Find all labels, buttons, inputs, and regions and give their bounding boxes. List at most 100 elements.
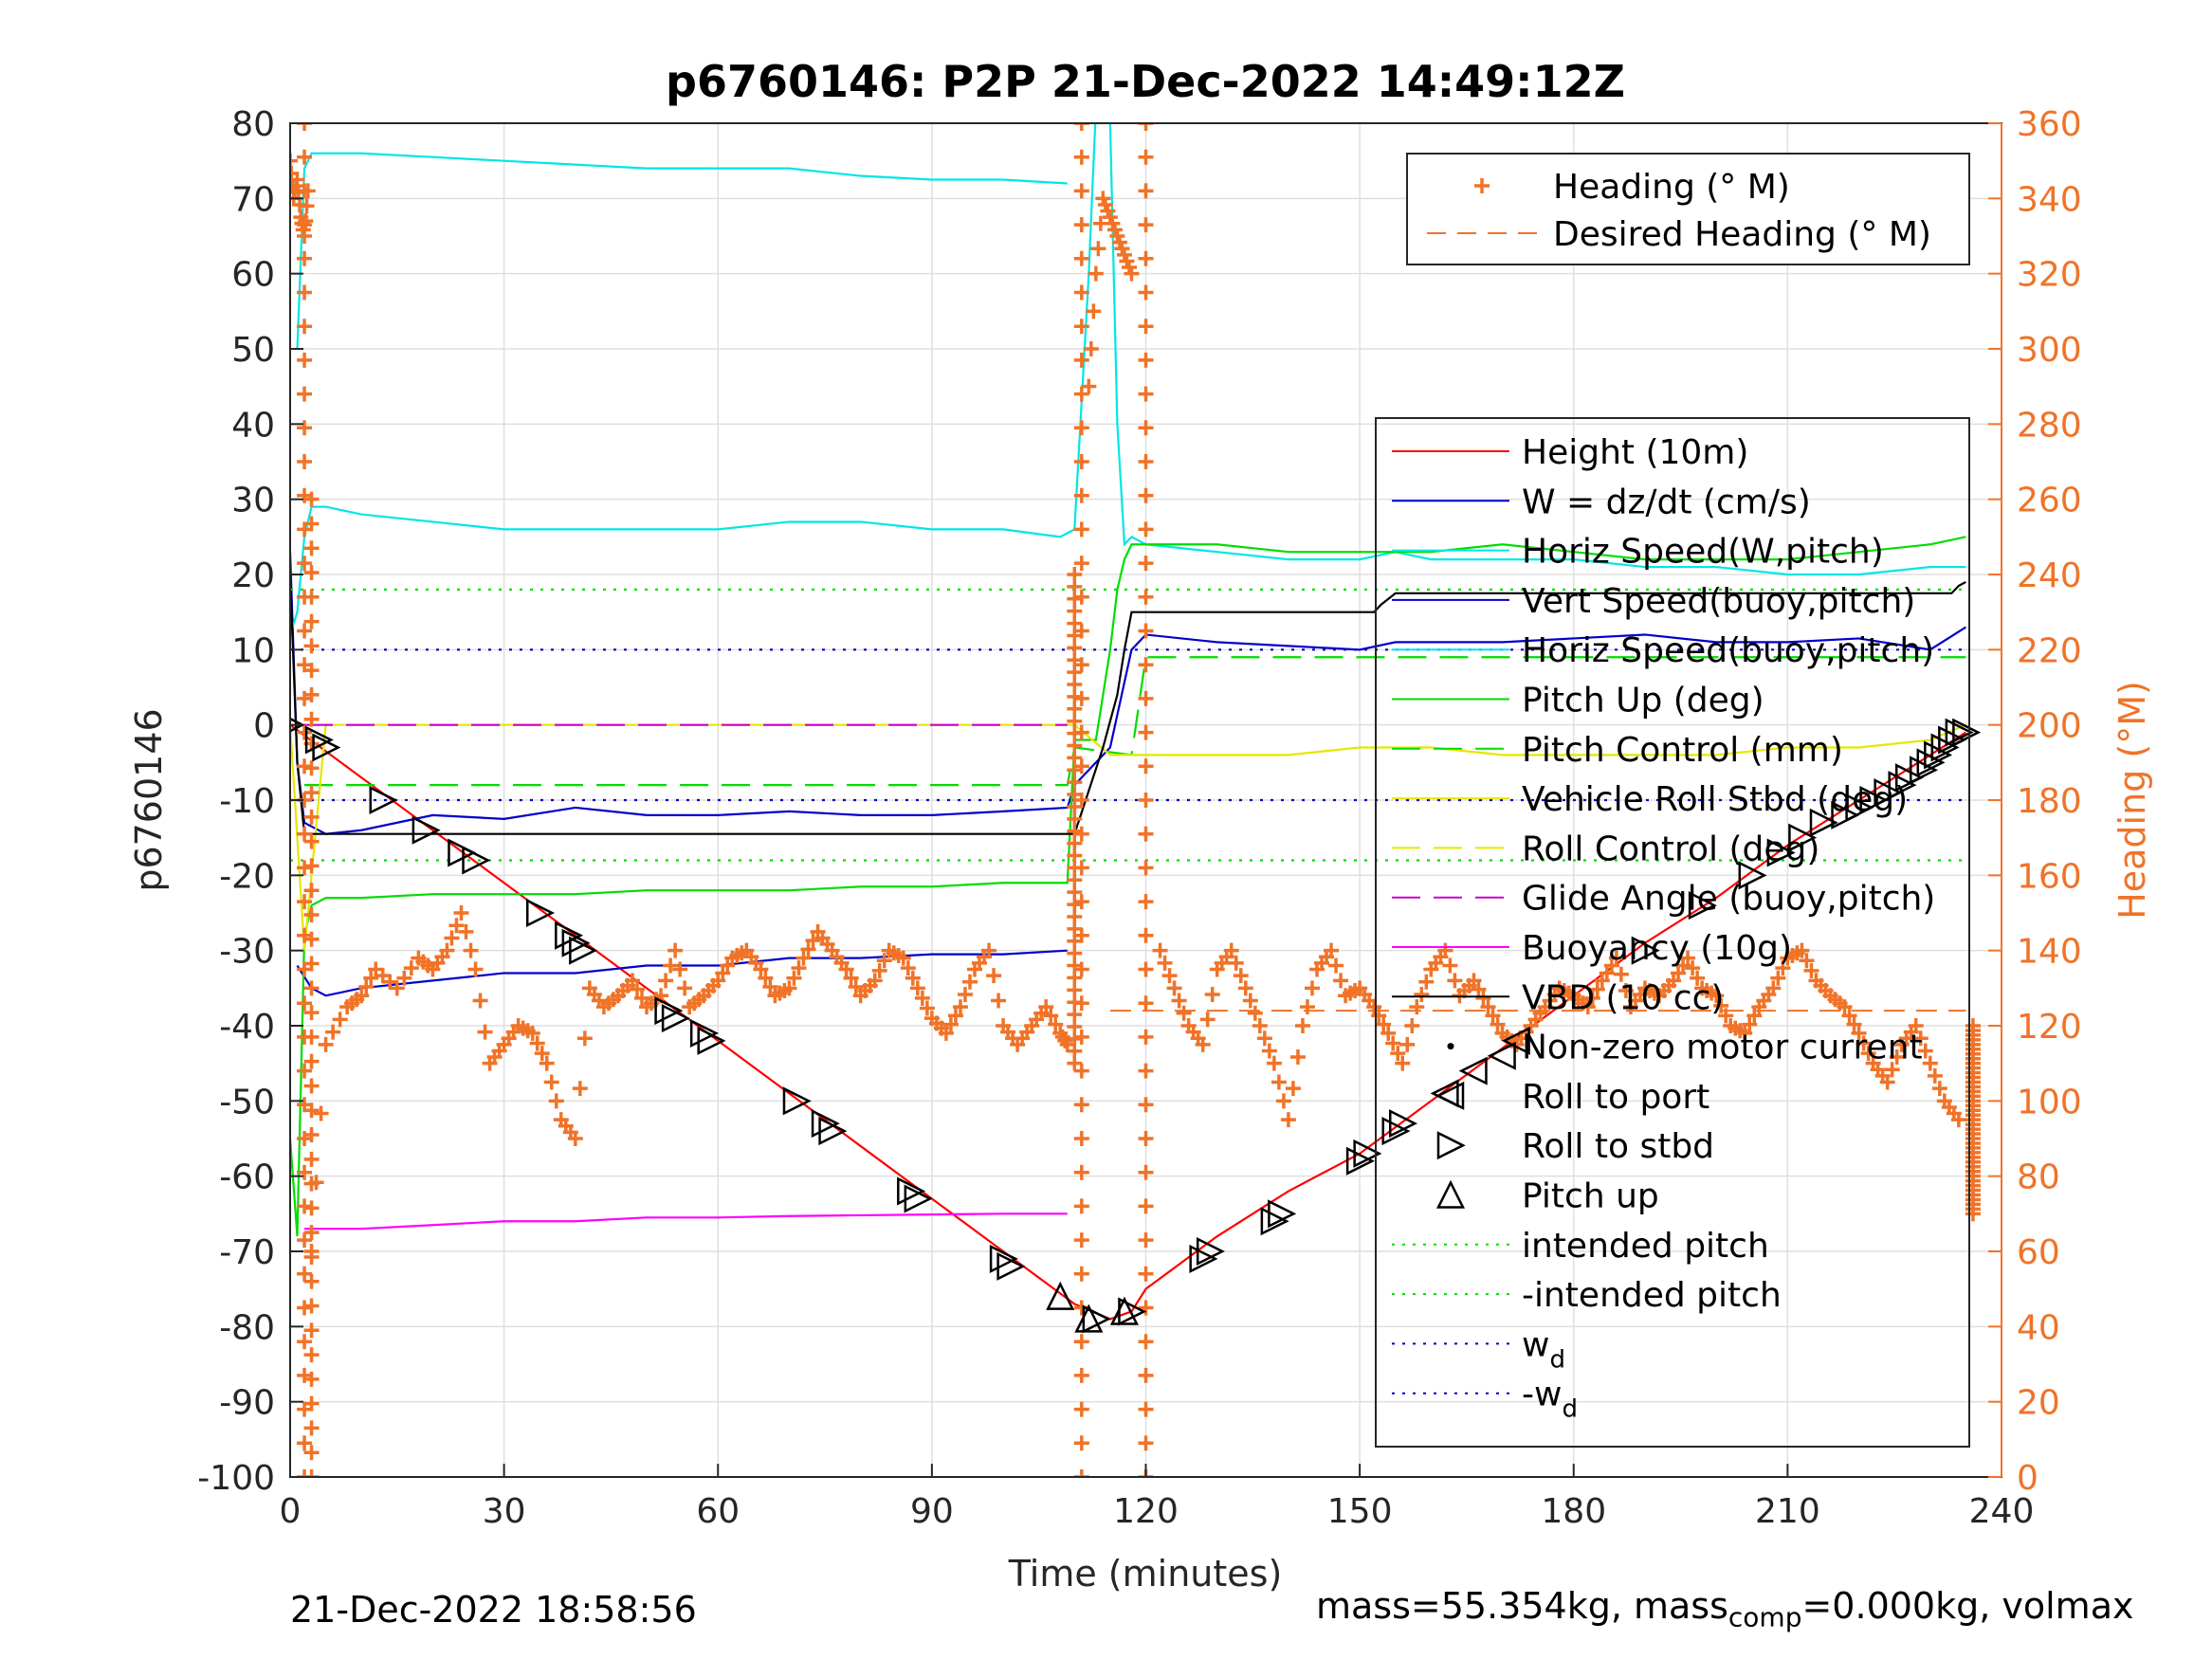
series-line [290,574,1966,835]
heading-point [303,1298,320,1314]
heading-point [1775,960,1791,976]
heading-point [1166,980,1182,996]
heading-point [1242,993,1258,1009]
heading-point [1138,826,1154,842]
roll-stbd-marker [1894,763,1925,793]
y-right-tick-label: 20 [2017,1384,2060,1423]
heading-point [1138,1164,1154,1180]
y-tick-label: -90 [219,1384,275,1423]
heading-point [354,988,370,1004]
heading-point [297,995,313,1012]
heading-point [303,1078,320,1094]
roll-port-marker [1501,1026,1530,1055]
y-right-tick-label: 100 [2017,1083,2082,1121]
heading-point [389,980,405,996]
heading-point [358,979,375,995]
y-axis-label-right: Heading (°M) [2111,681,2153,920]
heading-point [795,950,812,966]
roll-stbd-marker [525,898,556,928]
heading-point [1480,999,1496,1015]
heading-point [313,1105,329,1121]
footer-mass-sub: comp [1728,1601,1802,1633]
heading-point [1233,968,1249,984]
legend-main-label: Pitch up [1522,1177,1659,1216]
roll-stbd-marker [1738,861,1767,890]
legend-main-label: Roll to port [1522,1078,1709,1117]
heading-point [1073,386,1089,402]
heading-point [1073,1232,1089,1249]
heading-point [848,979,864,995]
footer-mass-suffix: =0.000kg, volmax [1801,1585,2134,1627]
heading-point [1073,589,1089,605]
x-tick-label: 0 [280,1492,302,1531]
heading-point [1485,1008,1501,1024]
heading-point [303,1176,320,1192]
heading-point [303,663,320,679]
heading-point [1917,1043,1933,1059]
heading-point [303,1029,320,1045]
roll-stbd-marker [1381,1117,1411,1146]
y-right-tick-label: 220 [2017,631,2082,670]
heading-point [297,1198,313,1214]
legend-swatch [1435,1081,1465,1110]
heading-point [981,942,997,958]
heading-point [1073,123,1089,131]
heading-point [1138,386,1154,402]
heading-point [1584,990,1600,1006]
heading-point [914,990,930,1006]
heading-point [297,217,313,233]
legend-swatch [1436,1131,1466,1160]
x-tick-label: 150 [1327,1492,1393,1531]
roll-stbd-marker [1788,823,1818,852]
heading-point [1376,1016,1392,1032]
y-right-tick-label: 40 [2017,1308,2060,1347]
chart-title: p6760146: P2P 21-Dec-2022 14:49:12Z [666,56,1625,107]
roll-stbd-marker [1945,718,1974,747]
roll-stbd-marker [369,785,398,815]
heading-point [1395,1055,1411,1071]
y-tick-label: 10 [231,631,275,670]
roll-stbd-marker [697,1026,726,1055]
series-line [296,949,1068,997]
heading-point [303,540,320,556]
y-right-tick-label: 0 [2017,1459,2038,1498]
heading-point [458,923,474,939]
heading-point [1474,178,1490,193]
x-tick-label: 120 [1113,1492,1179,1531]
heading-point [1138,1029,1154,1045]
y-tick-label: -40 [219,1008,275,1047]
heading-point [303,1420,320,1436]
heading-point [303,1322,320,1339]
heading-point [1385,1035,1401,1051]
roll-stbd-marker [1831,800,1860,830]
legend-main-label: W = dz/dt (cm/s) [1522,483,1811,521]
heading-point [1709,988,1725,1004]
heading-point [1073,352,1089,368]
heading-point [625,973,640,989]
y-tick-label: 40 [231,406,275,445]
legend-subscript: d [1562,1395,1578,1424]
heading-point [1908,1018,1924,1033]
heading-point [539,1055,555,1071]
legend-heading-label: Desired Heading (° M) [1553,215,1931,254]
heading-point [1152,942,1168,958]
heading-point [1138,1401,1154,1417]
y-right-tick-label: 180 [2017,782,2082,821]
heading-point [543,1074,559,1090]
heading-point [1176,1005,1192,1021]
roll-stbd-marker [304,725,334,755]
heading-point [1390,1046,1406,1062]
heading-point [905,970,921,986]
footer-timestamp: 21-Dec-2022 18:58:56 [290,1589,697,1631]
legend-main-label: Non-zero motor current [1522,1029,1923,1067]
heading-point [297,123,313,131]
heading-point [1073,1435,1089,1451]
heading-point [1138,623,1154,639]
heading-point [303,1200,320,1216]
heading-point [1138,487,1154,503]
roll-stbd-marker [654,996,684,1026]
heading-point [1879,1074,1895,1090]
heading-point [1138,1097,1154,1113]
heading-point [1846,1016,1862,1032]
legend-heading: Heading (° M) Desired Heading (° M) [1406,153,1970,265]
